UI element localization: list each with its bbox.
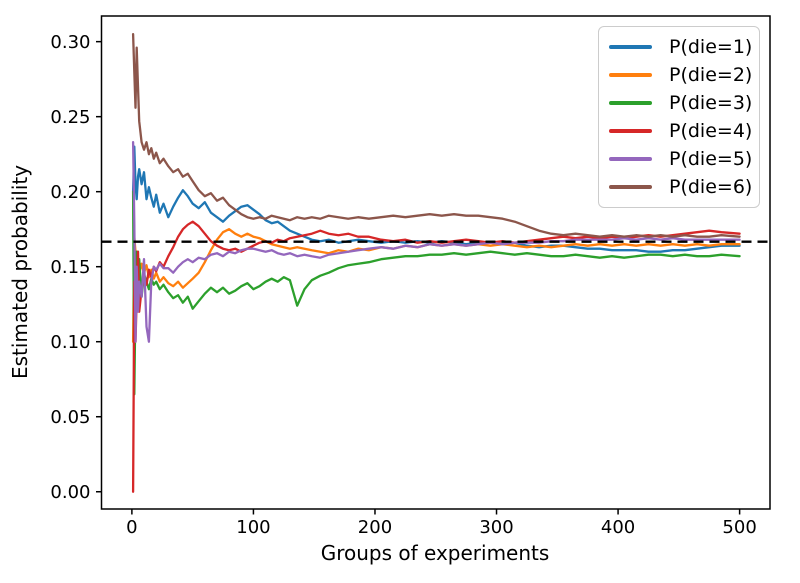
x-tick-label: 500 [722,517,756,538]
series-lines [131,33,741,493]
legend-label: P(die=6) [669,176,753,198]
legend-item-1: P(die=1) [609,34,753,60]
x-tick-label: 100 [236,517,270,538]
legend-line-sample [609,129,652,133]
series-line-P(die=4) [131,220,741,493]
legend-item-3: P(die=3) [609,90,753,116]
x-tick-label: 300 [479,517,513,538]
legend-line-sample [609,73,652,77]
legend-label: P(die=5) [669,148,753,170]
series-line-P(die=2) [131,228,741,343]
legend-line-sample [609,157,652,161]
legend-line-sample [609,45,652,49]
x-tick-label: 400 [601,517,635,538]
legend-label: P(die=3) [669,92,753,114]
legend-line-sample [609,185,652,189]
y-tick-label: 0.30 [50,32,90,53]
legend-line-sample [609,101,652,105]
y-tick-label: 0.10 [50,332,90,353]
legend-item-4: P(die=4) [609,118,753,144]
legend-item-2: P(die=2) [609,62,753,88]
y-tick-label: 0.15 [50,257,90,278]
y-tick-label: 0.20 [50,182,90,203]
y-axis-label: Estimated probability [8,165,32,379]
y-tick-label: 0.25 [50,107,90,128]
legend-label: P(die=1) [669,36,753,58]
y-tick-label: 0.00 [50,482,90,503]
legend-label: P(die=2) [669,64,753,86]
legend-item-6: P(die=6) [609,174,753,200]
x-tick-label: 0 [126,517,137,538]
legend-label: P(die=4) [669,120,753,142]
x-tick-label: 200 [358,517,392,538]
plot-area-border [100,15,771,510]
x-axis: 0 100 200 300 400 500 [126,509,757,538]
y-tick-label: 0.05 [50,407,90,428]
y-axis: 0.00 0.05 0.10 0.15 0.20 0.25 0.30 [50,32,102,503]
legend-item-5: P(die=5) [609,146,753,172]
x-axis-label: Groups of experiments [321,541,550,565]
series-line-P(die=6) [131,33,741,238]
legend: P(die=1) P(die=2) P(die=3) P(die=4) P(die=5)… [598,26,760,208]
series-line-P(die=3) [131,190,741,396]
series-line-P(die=5) [131,141,741,343]
